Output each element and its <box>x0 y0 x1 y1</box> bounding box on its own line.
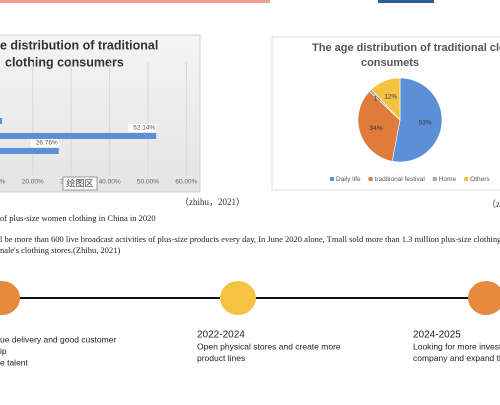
slice-label: 53% <box>419 119 432 126</box>
top-strip <box>0 0 270 3</box>
slice-label: 12% <box>384 93 397 100</box>
top-logo <box>378 0 434 3</box>
slice-unit: % <box>426 119 432 126</box>
tooltip: 绘图区 <box>66 177 93 188</box>
chart-title: The age distribution of traditional clot… <box>312 42 500 54</box>
value-label-bg <box>128 124 157 132</box>
value-label: 52.14% <box>133 125 155 132</box>
timeline-period: 2024-2025 <box>413 330 461 341</box>
slice-label: 34% <box>370 125 383 132</box>
legend-swatch <box>368 177 373 181</box>
legend-label: Others <box>470 176 490 183</box>
timeline-text: Open physical stores and create more <box>197 341 341 351</box>
pie-chart: The age distribution of traditional clot… <box>312 42 500 209</box>
pie-slice <box>370 77 401 121</box>
tooltip-box <box>62 176 98 191</box>
bar-chart: e distribution of traditional clothing co… <box>0 38 245 207</box>
timeline-dot <box>468 281 500 315</box>
timeline-text: company and expand th <box>413 353 500 363</box>
timeline-text: ip <box>0 346 7 356</box>
x-tick-label: 40.00% <box>99 179 121 186</box>
chart-title: e distribution of traditional <box>0 38 158 52</box>
timeline-text: ue delivery and good customer <box>0 334 116 344</box>
x-tick-label: 60.00% <box>175 179 197 186</box>
legend-label: Daily life <box>336 176 361 183</box>
legend-label: traditional festival <box>375 176 426 183</box>
legend-swatch <box>330 177 334 181</box>
x-tick-label: 20.00% <box>22 179 44 186</box>
slice-unit: % <box>377 125 383 132</box>
caption: of plus-size women clothing in China in … <box>0 213 156 223</box>
chart-title: consumets <box>361 57 419 69</box>
timeline-dot <box>220 281 256 315</box>
slice-value: 1 <box>374 95 378 102</box>
legend-swatch <box>464 177 469 181</box>
slice-value: 34 <box>370 125 378 132</box>
timeline-period: 2022-2024 <box>197 330 245 341</box>
source: （zhihu，2021） <box>180 197 245 207</box>
chart-title: clothing consumers <box>5 55 124 69</box>
x-tick-label: 10.00% <box>0 179 6 186</box>
slice-value: 12 <box>384 93 392 100</box>
paragraph-line: nale's clothing stores.(Zhihu, 2021) <box>0 245 120 255</box>
legend-label: Home <box>439 176 457 183</box>
value-label: 26.76% <box>36 140 58 147</box>
timeline-text: product lines <box>197 353 245 363</box>
pie-slice <box>391 77 443 163</box>
paragraph-line: l be more than 600 live broadcast activi… <box>0 234 500 244</box>
bar <box>0 118 3 124</box>
bar <box>0 133 157 139</box>
source: （zhihu，2021） <box>487 199 500 209</box>
bar-chart-frame <box>0 34 201 193</box>
legend-swatch <box>432 177 437 181</box>
slice-unit: % <box>391 93 397 100</box>
slice-value: 53 <box>419 119 427 126</box>
timeline-dot <box>0 281 20 315</box>
value-label-bg <box>30 139 59 147</box>
document: of plus-size women clothing in China in … <box>0 213 500 367</box>
x-tick-label: 50.00% <box>137 179 159 186</box>
timeline-text: Looking for more invest <box>413 341 500 351</box>
timeline-text: e talent <box>0 357 29 367</box>
pie-slice <box>357 90 401 162</box>
bar <box>0 148 59 154</box>
